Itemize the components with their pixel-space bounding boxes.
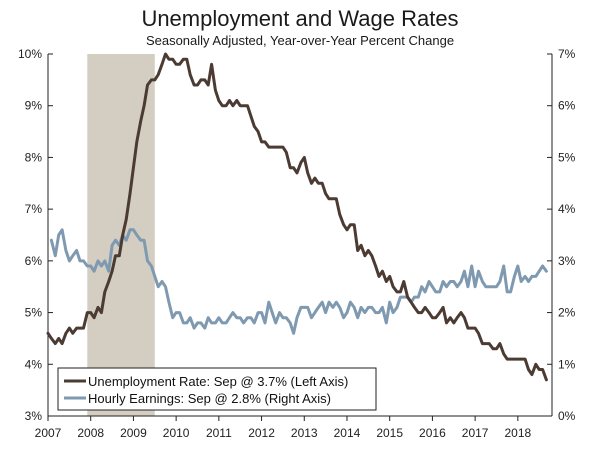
x-tick-label: 2012 <box>248 426 275 440</box>
legend-label: Unemployment Rate: Sep @ 3.7% (Left Axis… <box>88 374 348 389</box>
x-tick-label: 2017 <box>462 426 489 440</box>
y-right-tick-label: 6% <box>558 99 576 113</box>
y-right-tick-label: 2% <box>558 306 576 320</box>
y-left-tick-label: 5% <box>25 306 43 320</box>
x-tick-label: 2014 <box>334 426 361 440</box>
y-right-tick-label: 1% <box>558 357 576 371</box>
x-tick-label: 2018 <box>504 426 531 440</box>
chart-subtitle: Seasonally Adjusted, Year-over-Year Perc… <box>145 33 455 48</box>
x-tick-label: 2013 <box>291 426 318 440</box>
axes-layer: 3% 4% 5% 6% 7% 8% 9% 10% 0% 1% 2% 3% 4% 5% 6% 7% 2007 200… <box>18 47 576 440</box>
y-left-tick-label: 7% <box>25 202 43 216</box>
x-tick-label: 2010 <box>163 426 190 440</box>
x-tick-label: 2009 <box>120 426 147 440</box>
x-tick-label: 2016 <box>419 426 446 440</box>
x-tick-label: 2015 <box>376 426 403 440</box>
hourly-earnings-line <box>49 228 548 335</box>
y-right-tick-label: 7% <box>558 47 576 61</box>
y-left-tick-label: 10% <box>18 47 42 61</box>
y-right-tick-label: 3% <box>558 254 576 268</box>
unemployment-rate-line <box>46 52 548 382</box>
x-tick-label: 2008 <box>77 426 104 440</box>
legend-label: Hourly Earnings: Sep @ 2.8% (Right Axis) <box>88 391 331 406</box>
x-tick-label: 2007 <box>35 426 62 440</box>
legend-box <box>57 367 377 411</box>
y-left-tick-label: 6% <box>25 254 43 268</box>
x-tick-label: 2011 <box>206 426 232 440</box>
y-left-tick-label: 9% <box>25 99 43 113</box>
y-left-tick-label: 3% <box>25 409 43 423</box>
y-left-tick-label: 8% <box>25 150 43 164</box>
y-right-tick-label: 5% <box>558 150 576 164</box>
legend: Unemployment Rate: Sep @ 3.7% (Left Axis… <box>57 367 377 411</box>
series-layer <box>46 52 548 382</box>
y-left-tick-label: 4% <box>25 357 43 371</box>
chart-title: Unemployment and Wage Rates <box>141 6 459 31</box>
y-right-tick-label: 4% <box>558 202 576 216</box>
y-right-tick-label: 0% <box>558 409 576 423</box>
